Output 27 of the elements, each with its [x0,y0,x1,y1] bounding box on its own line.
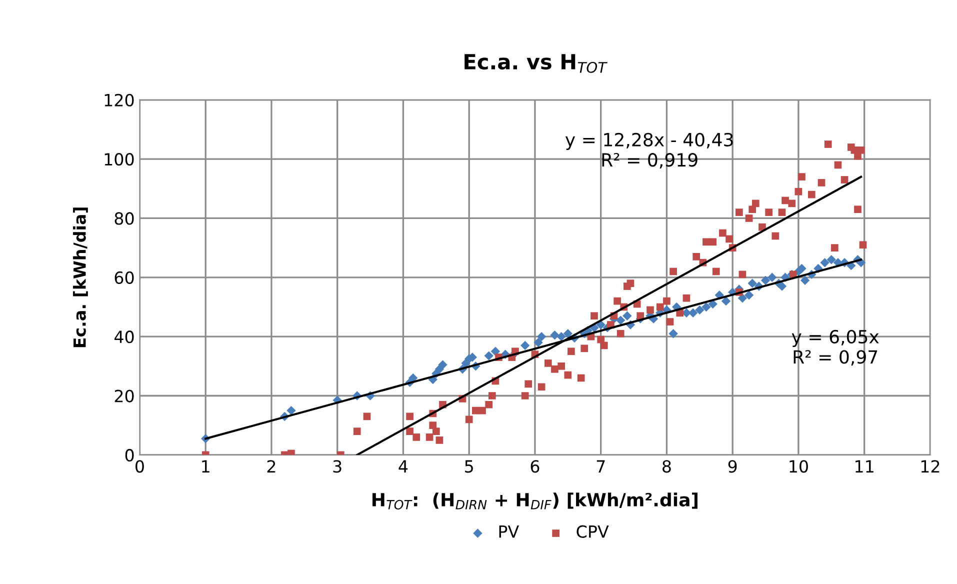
x-tick-label: 0 [136,460,144,473]
annotation: y = 12,28x - 40,43 R² = 0,919 [565,132,733,169]
x-tick-label: 1 [202,460,210,472]
y-axis-title: Ec.a. [kWh/dia] [73,208,88,348]
legend-label: PV [499,525,520,538]
x-tick-label: 3 [333,460,342,473]
x-tick-label: 8 [662,460,671,473]
x-tick-label: 4 [398,460,408,472]
x-tick-label: 2 [267,460,276,472]
y-tick-label: 80 [114,212,134,225]
x-tick-label: 10 [790,460,808,473]
x-tick-label: 5 [465,460,473,473]
y-tick-label: 40 [114,330,134,344]
y-tick-label: 20 [114,390,134,402]
y-tick-label: 0 [125,448,134,462]
x-axis-title: H$_{TOT}$: (H$_{DIRN}$ + H$_{DIF}$) [kWh/m².dia] [372,492,698,510]
legend-label: CPV [576,525,609,538]
x-tick-label: 9 [728,460,737,473]
chart-title: Ec.a. vs H$_{TOT}$ [464,54,608,73]
y-tick-label: 120 [104,94,134,106]
x-tick-label: 7 [596,460,605,472]
annotation: y = 6,05x R² = 0,97 [792,330,879,366]
y-tick-label: 100 [104,153,134,166]
x-tick-label: 11 [856,460,874,472]
y-tick-label: 60 [114,271,134,284]
x-tick-label: 6 [530,460,540,473]
x-tick-label: 12 [921,460,940,472]
